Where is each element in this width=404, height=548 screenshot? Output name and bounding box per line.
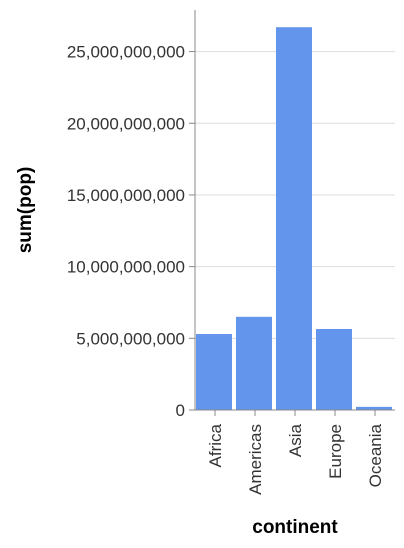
y-axis-title: sum(pop) [15,167,36,254]
y-tick-label: 20,000,000,000 [67,114,185,133]
bar-americas [236,316,272,410]
bar-africa [196,334,232,410]
bar-asia [276,27,312,410]
y-tick-label: 25,000,000,000 [67,43,185,62]
x-tick-label: Asia [286,423,305,457]
y-tick-label: 15,000,000,000 [67,186,185,205]
y-axis-ticks: 0 5,000,000,000 10,000,000,000 15,000,000,0… [67,43,195,420]
y-tick-label: 5,000,000,000 [76,329,185,348]
x-tick-label: Europe [326,424,345,479]
x-axis-ticks: Africa Americas Asia Europe Oceania [206,410,385,495]
y-tick-label: 0 [176,401,185,420]
bars [196,27,392,410]
y-tick-label: 10,000,000,000 [67,258,185,277]
bar-europe [316,328,352,410]
x-tick-label: Africa [206,423,225,467]
x-tick-label: Americas [246,424,265,495]
x-tick-label: Oceania [366,423,385,487]
bar-oceania [356,406,392,410]
x-axis-title: continent [252,517,338,538]
